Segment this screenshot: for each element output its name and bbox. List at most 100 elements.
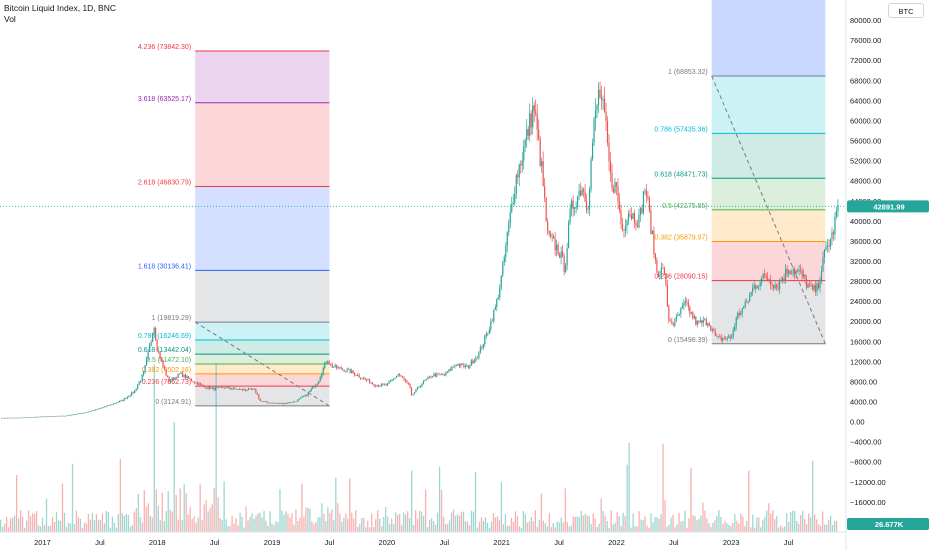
volume-bar [113, 522, 116, 532]
candle-body [360, 377, 362, 379]
volume-bar [191, 518, 193, 532]
candle-body [804, 274, 806, 280]
candle-body [289, 402, 291, 403]
volume-bar [458, 515, 461, 532]
candle-body [638, 215, 640, 228]
candle-body [81, 413, 83, 414]
volume-bar [67, 522, 70, 532]
volume-bar [305, 507, 307, 532]
volume-bar [359, 523, 361, 532]
volume-bar [784, 526, 786, 532]
fib-level-label: 1 (68853.32) [668, 69, 708, 76]
volume-bar [349, 478, 351, 532]
time-tick-label: Jul [784, 538, 794, 547]
volume-bar [644, 516, 646, 532]
candle-body [129, 395, 131, 397]
time-axis[interactable]: 2017 Jul 2018 Jul 2019 Jul 2020 Jul 2021 Jul 2022 J… [0, 531, 846, 547]
candle-body [672, 323, 674, 326]
candle-body [406, 381, 408, 383]
volume-bar [566, 522, 568, 532]
volume-bar [823, 524, 826, 532]
candle-body [171, 377, 173, 381]
candle-body [612, 188, 615, 193]
fib-level-label: 0.382 (35879.97) [654, 235, 707, 242]
candle-body [692, 312, 694, 319]
fib-band [195, 102, 330, 187]
volume-bar [430, 518, 433, 532]
volume-bar [149, 515, 151, 532]
volume-bar [638, 511, 640, 532]
candle-body [132, 392, 134, 393]
candle-body [711, 329, 713, 331]
fib-level-label: 0.618 (48471.73) [654, 171, 707, 178]
volume-bar [778, 527, 780, 532]
volume-bar [169, 509, 171, 532]
candle-body [276, 403, 278, 404]
fib-band [195, 340, 330, 355]
candle-body [252, 388, 254, 390]
candle-body [304, 394, 306, 397]
price-tick-label: −4000.00 [850, 438, 882, 447]
volume-bar [676, 524, 678, 532]
candle-body [334, 365, 336, 368]
volume-bar [263, 511, 265, 532]
volume-bar [189, 506, 191, 532]
candle-body [642, 191, 645, 214]
candle-body [355, 375, 357, 376]
candle-body [147, 351, 149, 359]
candle-body [395, 376, 398, 378]
candle-body [158, 350, 160, 353]
fib-level-label: 0 (15498.39) [668, 337, 708, 344]
candle-body [316, 383, 318, 386]
candle-body [563, 256, 565, 273]
candle-body [448, 369, 450, 372]
candle-body [380, 383, 383, 386]
candle-body [562, 251, 564, 257]
candle-body [538, 129, 540, 139]
candle-body [770, 280, 772, 285]
candle-body [514, 193, 516, 203]
volume-bar [81, 527, 84, 532]
volume-bar [496, 516, 499, 532]
volume-bar [139, 516, 141, 532]
candle-body [734, 326, 736, 331]
candle-body [657, 271, 660, 277]
volume-bar [720, 516, 722, 532]
candle-body [240, 388, 242, 390]
price-axis[interactable]: 80000.00 76000.00 72000.00 68000.00 64000.00… [845, 0, 929, 550]
volume-bar [399, 513, 401, 532]
volume-bar [746, 520, 748, 532]
candle-body [66, 415, 68, 417]
candle-body [186, 376, 188, 379]
candle-body [286, 403, 288, 404]
volume-bar [674, 527, 676, 532]
volume-bar [414, 510, 417, 532]
volume-bar [422, 515, 425, 532]
candle-body [274, 403, 276, 404]
candle-body [244, 389, 247, 391]
volume-bar [17, 518, 20, 532]
volume-bar [79, 518, 82, 532]
candle-body [702, 319, 704, 323]
candle-body [339, 367, 341, 368]
candle-body [488, 329, 490, 334]
candle-body [392, 378, 395, 380]
candle-body [422, 381, 425, 384]
price-tick-label: 48000.00 [850, 177, 881, 186]
candle-body [126, 396, 128, 399]
price-tick-label: 80000.00 [850, 16, 881, 25]
candle-body [229, 388, 232, 389]
volume-bar [758, 517, 760, 532]
candle-body [735, 317, 737, 327]
currency-button[interactable]: BTC [888, 3, 924, 18]
volume-bar [686, 527, 688, 532]
candle-body [228, 386, 230, 389]
volume-bar [295, 509, 297, 532]
candle-body [68, 415, 70, 416]
volume-bar [381, 526, 383, 532]
candle-body [337, 367, 339, 369]
volume-label: Vol [4, 14, 16, 24]
volume-bar [770, 513, 772, 532]
candle-body [749, 294, 751, 301]
